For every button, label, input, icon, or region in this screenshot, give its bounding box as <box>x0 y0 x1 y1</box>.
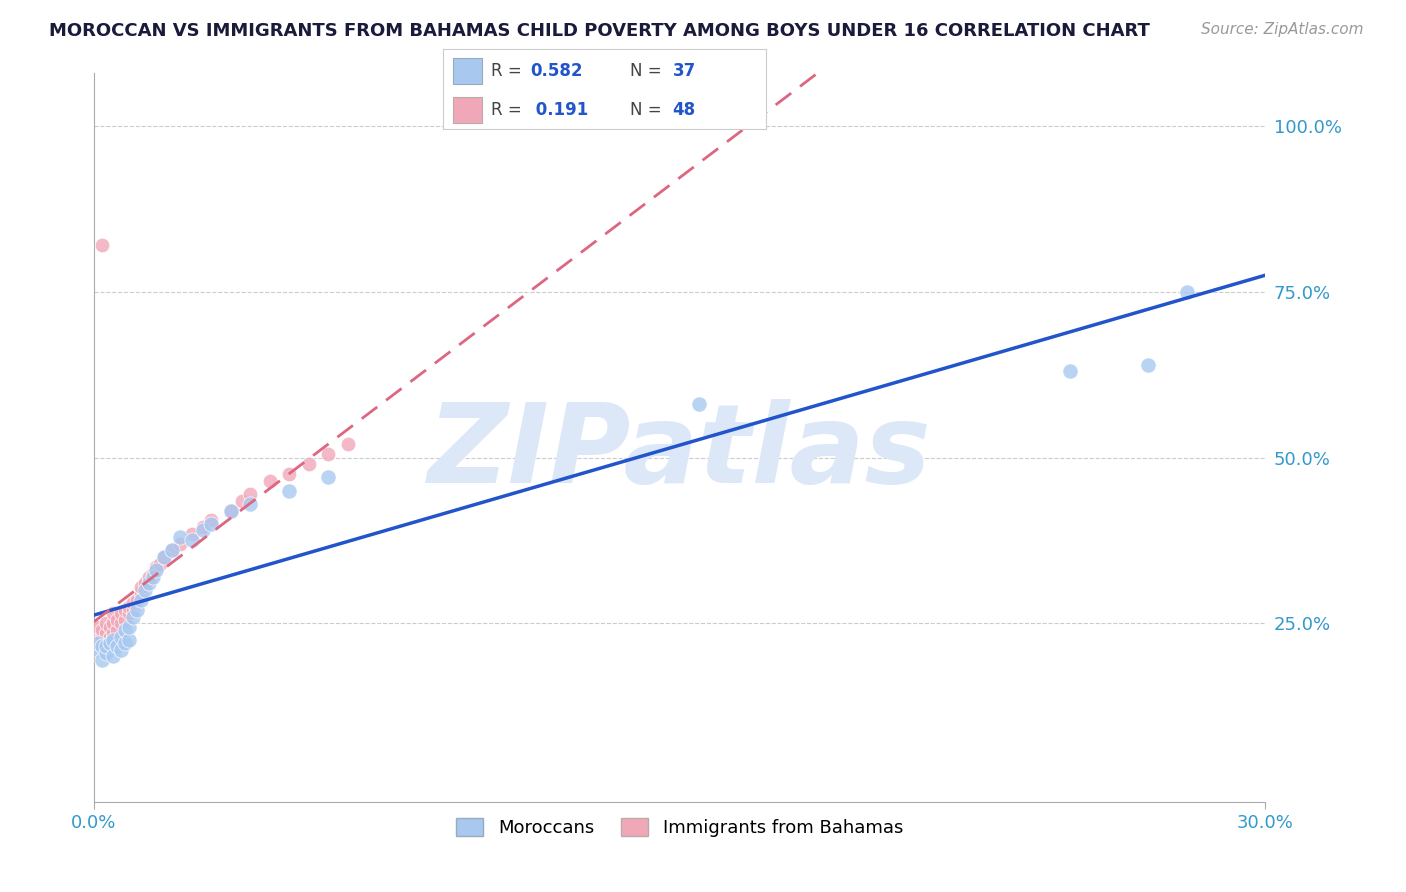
Text: 37: 37 <box>672 62 696 79</box>
Point <box>105 613 128 627</box>
Point <box>94 640 117 654</box>
Point <box>110 642 132 657</box>
Point <box>219 503 242 517</box>
Point <box>114 623 136 637</box>
Point <box>180 526 202 541</box>
Legend: Moroccans, Immigrants from Bahamas: Moroccans, Immigrants from Bahamas <box>449 811 910 845</box>
Point <box>180 533 202 548</box>
Point <box>118 619 141 633</box>
Point <box>336 437 359 451</box>
Point <box>103 616 125 631</box>
Point <box>316 470 339 484</box>
Point <box>1059 364 1081 378</box>
Point <box>103 626 125 640</box>
Point <box>90 640 112 654</box>
Point <box>118 599 141 614</box>
Point <box>90 653 112 667</box>
Point <box>239 487 262 501</box>
Point <box>138 576 160 591</box>
Text: N =: N = <box>630 62 668 79</box>
Point <box>94 632 117 647</box>
Point <box>129 593 152 607</box>
Text: 0.582: 0.582 <box>530 62 582 79</box>
FancyBboxPatch shape <box>453 97 482 123</box>
Point <box>129 580 152 594</box>
Point <box>125 593 148 607</box>
Point <box>114 636 136 650</box>
Point <box>114 613 136 627</box>
Point <box>145 563 167 577</box>
Point <box>98 636 121 650</box>
Point <box>94 626 117 640</box>
Point <box>87 632 110 647</box>
Point <box>231 493 253 508</box>
Text: N =: N = <box>630 101 668 119</box>
Point <box>105 640 128 654</box>
Point <box>200 516 222 531</box>
Point <box>141 566 163 581</box>
Point <box>153 549 176 564</box>
Point <box>278 483 301 498</box>
Point <box>103 649 125 664</box>
Point <box>278 467 301 481</box>
Point <box>193 520 215 534</box>
Point <box>90 636 112 650</box>
Text: 0.191: 0.191 <box>530 101 589 119</box>
Point <box>87 626 110 640</box>
Point <box>316 447 339 461</box>
Point <box>239 497 262 511</box>
Point <box>200 514 222 528</box>
Point <box>103 632 125 647</box>
Point <box>160 543 183 558</box>
Point <box>129 586 152 600</box>
Text: 48: 48 <box>672 101 696 119</box>
Point <box>122 603 145 617</box>
Point <box>118 632 141 647</box>
Point <box>114 603 136 617</box>
Point <box>134 576 156 591</box>
Point <box>141 570 163 584</box>
Point <box>153 549 176 564</box>
Point <box>145 560 167 574</box>
Point <box>219 503 242 517</box>
Point <box>98 619 121 633</box>
Text: R =: R = <box>492 101 527 119</box>
Point <box>90 238 112 252</box>
Point <box>160 543 183 558</box>
Point <box>87 642 110 657</box>
Point <box>169 530 191 544</box>
Point <box>122 596 145 610</box>
Text: MOROCCAN VS IMMIGRANTS FROM BAHAMAS CHILD POVERTY AMONG BOYS UNDER 16 CORRELATIO: MOROCCAN VS IMMIGRANTS FROM BAHAMAS CHIL… <box>49 22 1150 40</box>
Point <box>122 609 145 624</box>
Point <box>94 616 117 631</box>
Point <box>110 630 132 644</box>
Point <box>90 630 112 644</box>
FancyBboxPatch shape <box>453 58 482 84</box>
Point <box>110 607 132 621</box>
Point <box>1137 358 1160 372</box>
Point <box>87 636 110 650</box>
Point <box>169 537 191 551</box>
Point <box>298 457 321 471</box>
Point <box>90 623 112 637</box>
Point <box>110 616 132 631</box>
Point <box>103 607 125 621</box>
Point <box>87 619 110 633</box>
Point <box>87 640 110 654</box>
Point <box>134 583 156 598</box>
Point <box>138 570 160 584</box>
Point <box>98 630 121 644</box>
Point <box>94 646 117 660</box>
Point <box>1175 285 1198 299</box>
Point <box>118 607 141 621</box>
Point <box>259 474 281 488</box>
Point <box>149 557 172 571</box>
Text: R =: R = <box>492 62 527 79</box>
Text: ZIPatlas: ZIPatlas <box>427 399 932 506</box>
Text: Source: ZipAtlas.com: Source: ZipAtlas.com <box>1201 22 1364 37</box>
Point <box>105 623 128 637</box>
Point <box>688 397 710 411</box>
Point <box>125 603 148 617</box>
Point <box>193 524 215 538</box>
